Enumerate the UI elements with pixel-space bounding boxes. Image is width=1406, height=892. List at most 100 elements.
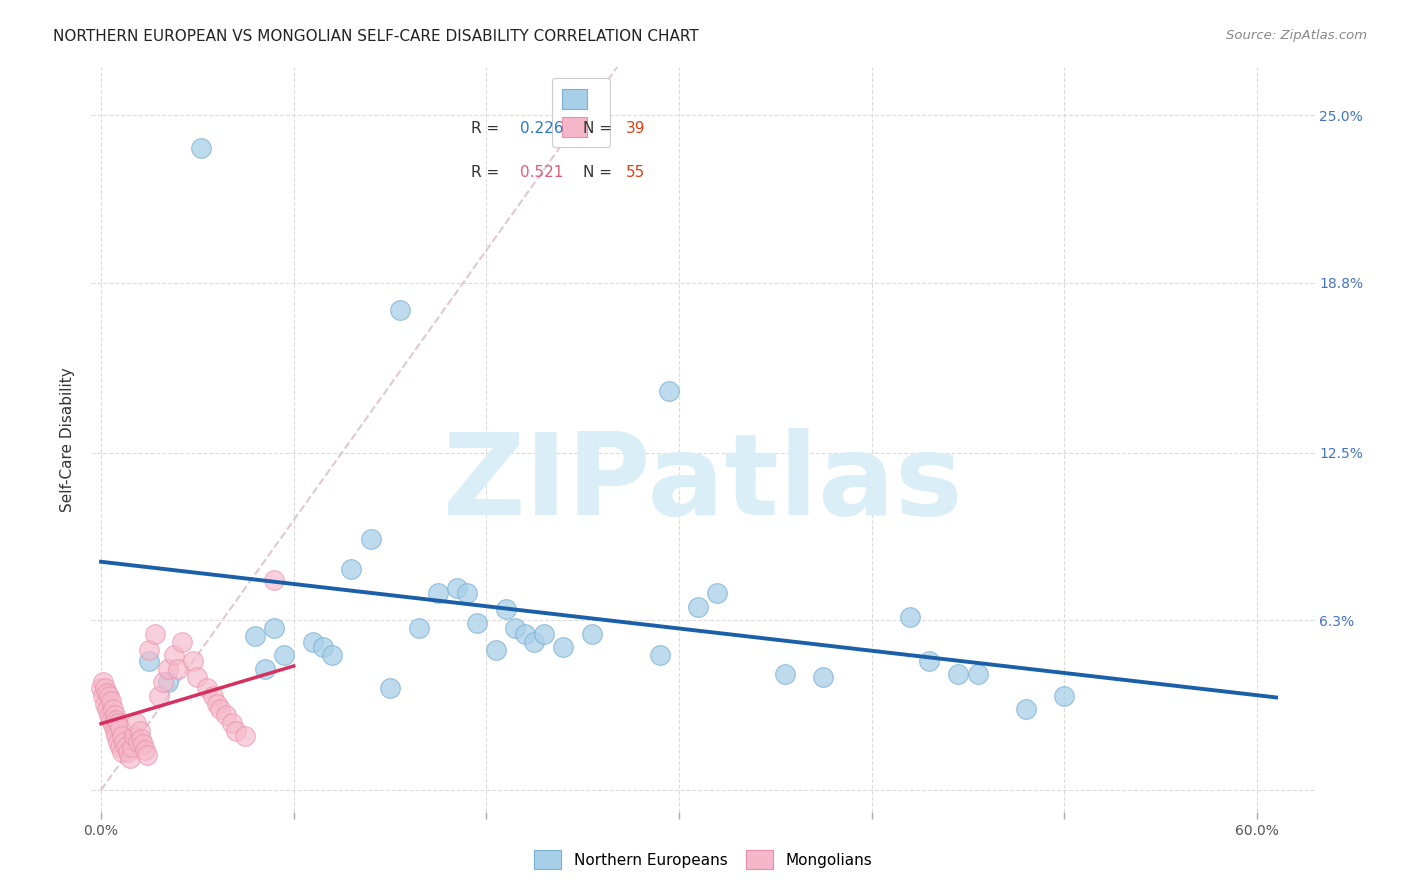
Point — [94, 681, 117, 695]
Point — [225, 723, 247, 738]
Point — [117, 745, 139, 759]
Point — [495, 602, 517, 616]
Point — [688, 599, 710, 614]
Point — [90, 681, 112, 695]
Point — [136, 747, 159, 762]
Point — [111, 729, 134, 743]
Point — [105, 729, 128, 743]
Point — [148, 689, 170, 703]
Point — [523, 634, 546, 648]
Legend: Northern Europeans, Mongolians: Northern Europeans, Mongolians — [527, 844, 879, 875]
Point — [97, 689, 120, 703]
Point — [96, 686, 118, 700]
Point — [100, 694, 122, 708]
Point — [96, 702, 118, 716]
Point — [132, 737, 155, 751]
Point — [706, 586, 728, 600]
Point — [658, 384, 681, 398]
Point — [813, 670, 835, 684]
Point — [167, 662, 190, 676]
Point — [157, 662, 180, 676]
Point — [898, 610, 921, 624]
Point — [186, 670, 208, 684]
Legend: , : , — [551, 78, 610, 147]
Point — [111, 745, 134, 759]
Point — [115, 739, 138, 754]
Point — [101, 718, 124, 732]
Point — [103, 707, 125, 722]
Point — [100, 713, 122, 727]
Point — [465, 615, 488, 630]
Point — [94, 697, 117, 711]
Point — [243, 629, 266, 643]
Text: NORTHERN EUROPEAN VS MONGOLIAN SELF-CARE DISABILITY CORRELATION CHART: NORTHERN EUROPEAN VS MONGOLIAN SELF-CARE… — [53, 29, 699, 44]
Point — [948, 667, 970, 681]
Point — [107, 715, 129, 730]
Point — [427, 586, 450, 600]
Point — [183, 654, 205, 668]
Point — [321, 648, 343, 663]
Point — [456, 586, 478, 600]
Point — [446, 581, 468, 595]
Point — [773, 667, 796, 681]
Point — [648, 648, 671, 663]
Point — [112, 734, 135, 748]
Point — [103, 723, 125, 738]
Point — [157, 675, 180, 690]
Point — [209, 702, 232, 716]
Point — [131, 731, 153, 746]
Point — [91, 689, 114, 703]
Point — [311, 640, 333, 654]
Point — [121, 739, 143, 754]
Point — [553, 640, 575, 654]
Point — [134, 742, 156, 756]
Point — [143, 626, 166, 640]
Point — [138, 642, 160, 657]
Text: N =: N = — [583, 165, 617, 180]
Point — [485, 642, 508, 657]
Point — [138, 654, 160, 668]
Point — [378, 681, 401, 695]
Text: 0.521: 0.521 — [520, 165, 562, 180]
Point — [263, 573, 285, 587]
Point — [966, 667, 988, 681]
Point — [105, 713, 128, 727]
Point — [221, 715, 243, 730]
Point — [360, 532, 382, 546]
Point — [91, 675, 114, 690]
Text: 39: 39 — [626, 121, 645, 136]
Point — [581, 626, 603, 640]
Point — [110, 739, 132, 754]
Point — [302, 634, 325, 648]
Point — [127, 734, 149, 748]
Text: ZIPatlas: ZIPatlas — [443, 428, 963, 540]
Point — [253, 662, 276, 676]
Point — [201, 689, 224, 703]
Point — [1053, 689, 1076, 703]
Point — [235, 729, 257, 743]
Point — [122, 729, 145, 743]
Point — [101, 702, 124, 716]
Point — [170, 634, 193, 648]
Point — [118, 750, 141, 764]
Point — [205, 697, 228, 711]
Point — [107, 734, 129, 748]
Point — [273, 648, 295, 663]
Point — [263, 621, 285, 635]
Y-axis label: Self-Care Disability: Self-Care Disability — [60, 367, 76, 512]
Point — [918, 654, 941, 668]
Point — [215, 707, 238, 722]
Point — [163, 648, 186, 663]
Point — [513, 626, 536, 640]
Point — [533, 626, 555, 640]
Point — [97, 707, 120, 722]
Point — [190, 141, 212, 155]
Text: R =: R = — [471, 121, 503, 136]
Text: Source: ZipAtlas.com: Source: ZipAtlas.com — [1226, 29, 1367, 42]
Point — [340, 562, 363, 576]
Point — [503, 621, 526, 635]
Point — [388, 302, 411, 317]
Point — [195, 681, 218, 695]
Text: 0.226: 0.226 — [520, 121, 562, 136]
Point — [152, 675, 174, 690]
